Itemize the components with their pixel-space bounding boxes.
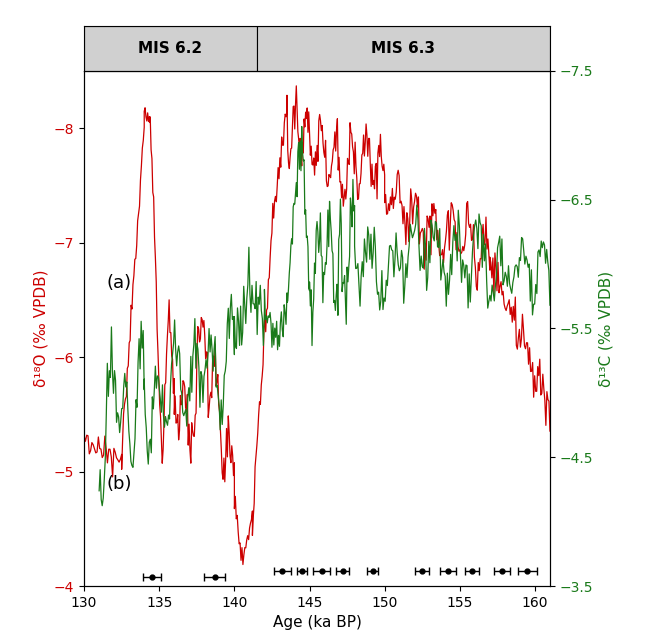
Text: MIS 6.2: MIS 6.2: [138, 41, 203, 56]
Y-axis label: δ¹⁸O (‰ VPDB): δ¹⁸O (‰ VPDB): [34, 270, 49, 387]
Text: (b): (b): [107, 475, 132, 493]
X-axis label: Age (ka BP): Age (ka BP): [272, 615, 362, 630]
Text: MIS 6.3: MIS 6.3: [371, 41, 435, 56]
Bar: [257, 26, 550, 71]
Text: (a): (a): [107, 274, 132, 292]
Y-axis label: δ¹³C (‰ VPDB): δ¹³C (‰ VPDB): [599, 270, 614, 386]
Bar: [84, 26, 257, 71]
